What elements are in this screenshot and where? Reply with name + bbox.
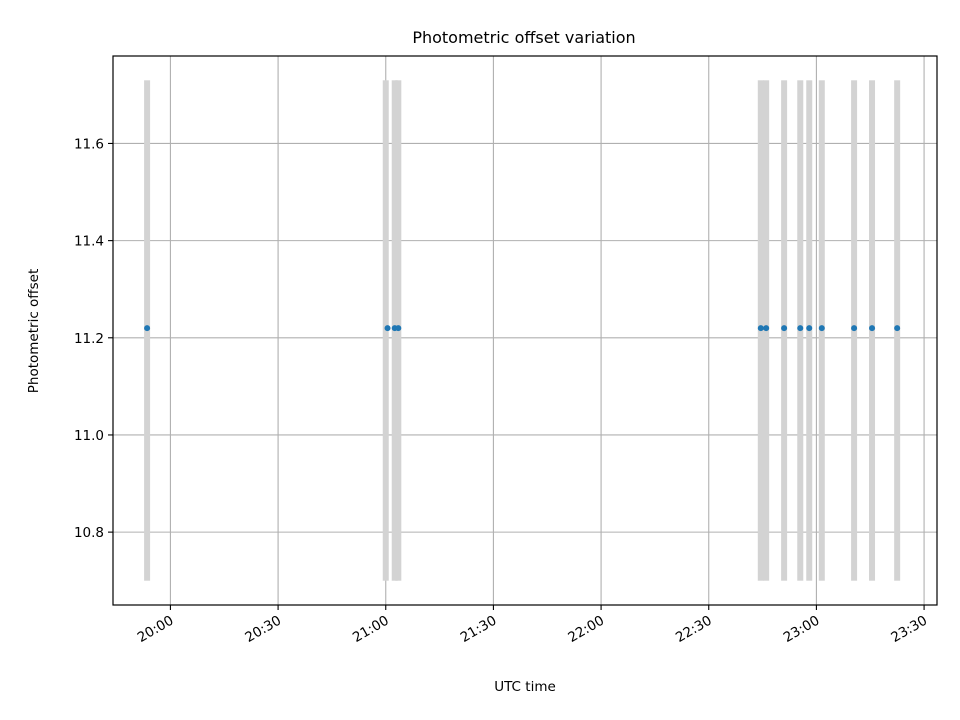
x-tick-label: 23:30	[888, 613, 930, 646]
data-point	[818, 325, 825, 332]
range-bars	[144, 80, 901, 581]
data-point	[869, 325, 876, 332]
x-tick-label: 21:00	[350, 613, 392, 646]
data-point	[797, 325, 804, 332]
x-tick-label: 22:30	[673, 613, 715, 646]
grid-lines	[113, 56, 937, 605]
data-points	[144, 325, 901, 332]
range-bar	[382, 80, 389, 581]
data-point	[144, 325, 151, 332]
data-point	[806, 325, 813, 332]
y-tick-label: 11.4	[74, 234, 104, 250]
y-axis-ticks: 10.8 11.0 11.2 11.4 11.6	[74, 136, 113, 541]
y-tick-label: 10.8	[74, 525, 104, 541]
x-tick-label: 22:00	[565, 613, 607, 646]
y-tick-label: 11.2	[74, 331, 104, 347]
data-point	[757, 325, 764, 332]
data-point	[894, 325, 901, 332]
x-tick-label: 20:30	[242, 613, 284, 646]
data-point	[384, 325, 391, 332]
data-point	[763, 325, 770, 332]
x-tick-label: 20:00	[135, 613, 177, 646]
y-tick-label: 11.6	[74, 136, 104, 152]
data-point	[851, 325, 858, 332]
data-point	[395, 325, 402, 332]
y-tick-label: 11.0	[74, 428, 104, 444]
x-axis-ticks: 20:00 20:30 21:00 21:30 22:00 22:30 23:00 23:30	[135, 605, 930, 646]
x-tick-label: 23:00	[781, 613, 823, 646]
x-axis-label: UTC time	[494, 679, 556, 695]
y-axis-label: Photometric offset	[26, 269, 42, 393]
plot-frame	[112, 55, 938, 606]
x-tick-label: 21:30	[458, 613, 500, 646]
data-point	[781, 325, 788, 332]
chart-title: Photometric offset variation	[412, 28, 635, 47]
